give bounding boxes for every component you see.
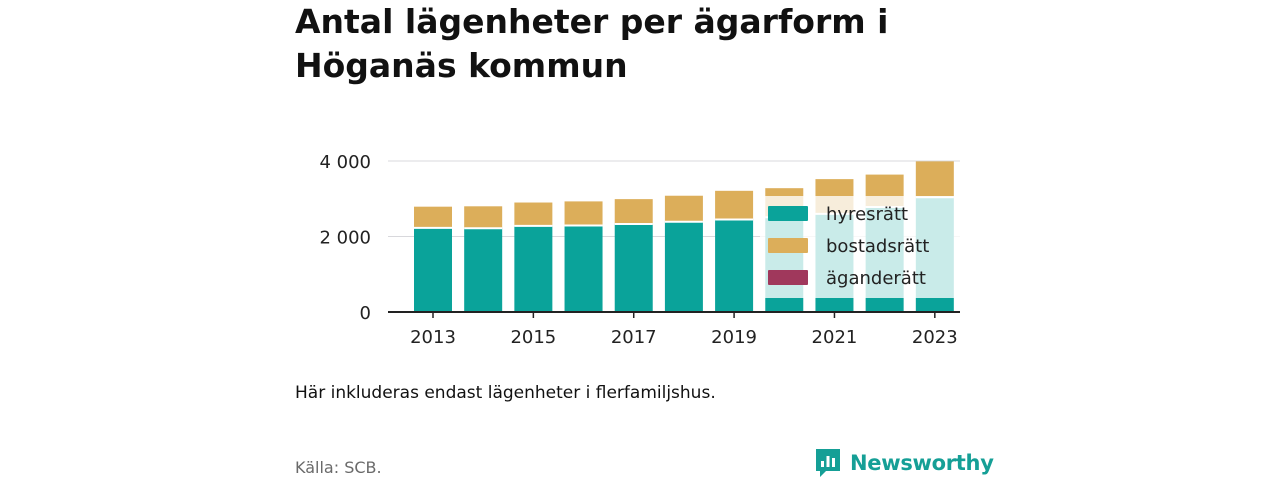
x-tick-label: 2015 <box>510 327 556 348</box>
y-tick-label: 0 <box>360 303 371 324</box>
x-tick-label: 2023 <box>912 327 958 348</box>
chart-note: Här inkluderas endast lägenheter i flerf… <box>295 383 716 403</box>
legend-swatch <box>768 238 808 253</box>
brand-name: Newsworthy <box>850 451 994 475</box>
bar-hyresrätt <box>414 227 452 312</box>
legend-label: hyresrätt <box>826 204 908 225</box>
legend-label: äganderätt <box>826 268 926 289</box>
bar-bostadsrätt <box>414 206 452 228</box>
bar-hyresrätt <box>715 219 754 312</box>
x-tick-label: 2013 <box>410 327 456 348</box>
bar-bostadsrätt <box>915 161 954 198</box>
bar-bostadsrätt <box>664 195 703 222</box>
bar-bostadsrätt <box>514 202 553 226</box>
legend-swatch <box>768 270 808 285</box>
bar-bostadsrätt <box>614 199 653 225</box>
bar-bostadsrätt <box>564 201 603 226</box>
y-tick-label: 2 000 <box>319 228 371 249</box>
brand-logo[interactable]: Newsworthy <box>814 447 994 479</box>
x-tick-label: 2019 <box>711 327 757 348</box>
bar-hyresrätt <box>514 225 553 312</box>
bar-bostadsrätt <box>715 190 754 220</box>
newsworthy-logo-icon <box>816 449 840 477</box>
bar-hyresrätt <box>614 224 653 312</box>
chart-title: Antal lägenheter per ägarform i Höganäs … <box>295 2 889 85</box>
source-text: Källa: SCB. <box>295 458 382 477</box>
legend-label: bostadsrätt <box>826 236 929 257</box>
bar-hyresrätt <box>464 228 503 312</box>
x-tick-label: 2017 <box>611 327 657 348</box>
x-tick-label: 2021 <box>812 327 858 348</box>
legend-swatch <box>768 206 808 221</box>
y-tick-label: 4 000 <box>319 152 371 173</box>
bar-bostadsrätt <box>464 206 503 229</box>
bar-hyresrätt <box>664 221 703 312</box>
bar-hyresrätt <box>564 225 603 312</box>
